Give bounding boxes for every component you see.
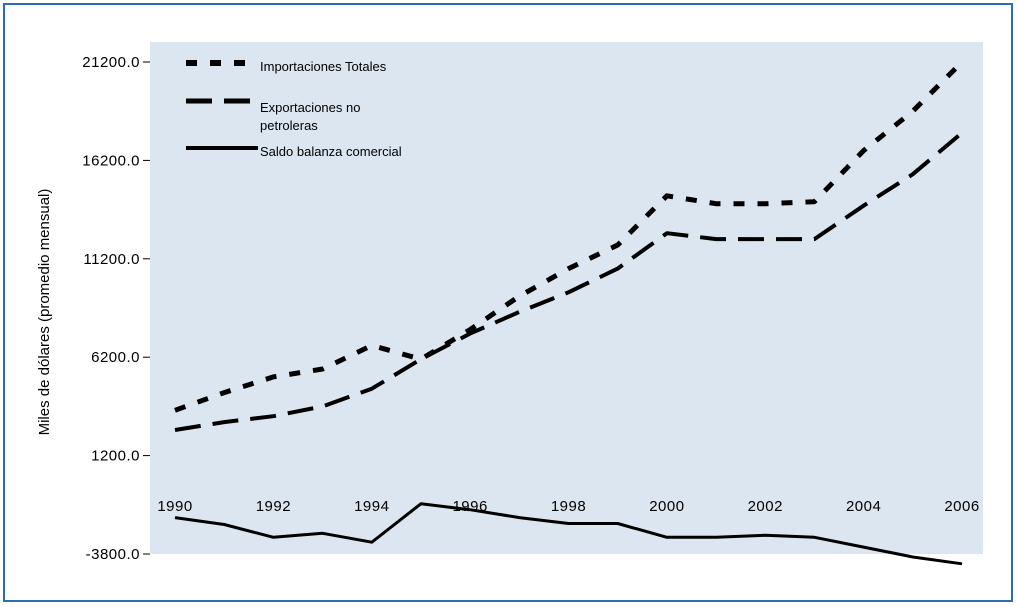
x-tick-label: 1996 [452,498,487,515]
legend-label: Exportaciones no [260,100,360,115]
legend-label: Importaciones Totales [260,59,387,74]
y-tick-label: 11200.0 [83,251,140,268]
x-tick-label: 2006 [944,498,979,515]
legend-label-continued: petroleras [260,118,318,133]
y-tick-label: -3800.0 [86,546,140,563]
series-layer [174,60,964,566]
x-tick-label: 1992 [256,498,291,515]
x-tick-label: 1998 [551,498,586,515]
series-2 [174,131,964,432]
legend-item: Saldo balanza comercial [186,144,402,159]
legend: Importaciones Totales Exportaciones no pet… [186,59,402,159]
x-tick-label: 2002 [748,498,783,515]
x-tick-label: 1994 [354,498,389,515]
x-tick-label: 2004 [846,498,881,515]
legend-item: Exportaciones no petroleras [186,98,360,133]
plot-area [150,42,983,554]
legend-label: Saldo balanza comercial [260,144,402,159]
y-axis-title: Miles de dólares (promedio mensual) [36,189,53,436]
legend-item: Importaciones Totales [186,59,387,74]
y-tick-label: 16200.0 [82,152,140,169]
y-axis-ticks: 21200.0 16200.0 11200.0 6200.0 1200.0 -3800.0 [82,54,150,563]
y-tick-label: 21200.0 [82,54,140,71]
y-tick-label: 1200.0 [91,448,140,465]
y-tick-label: 6200.0 [91,349,140,366]
series-3 [174,502,963,566]
x-tick-label: 2000 [649,498,684,515]
x-tick-label: 1990 [157,498,192,515]
x-axis-ticks: 1990 1992 1994 1996 1998 2000 2002 2004 2006 [157,498,979,515]
